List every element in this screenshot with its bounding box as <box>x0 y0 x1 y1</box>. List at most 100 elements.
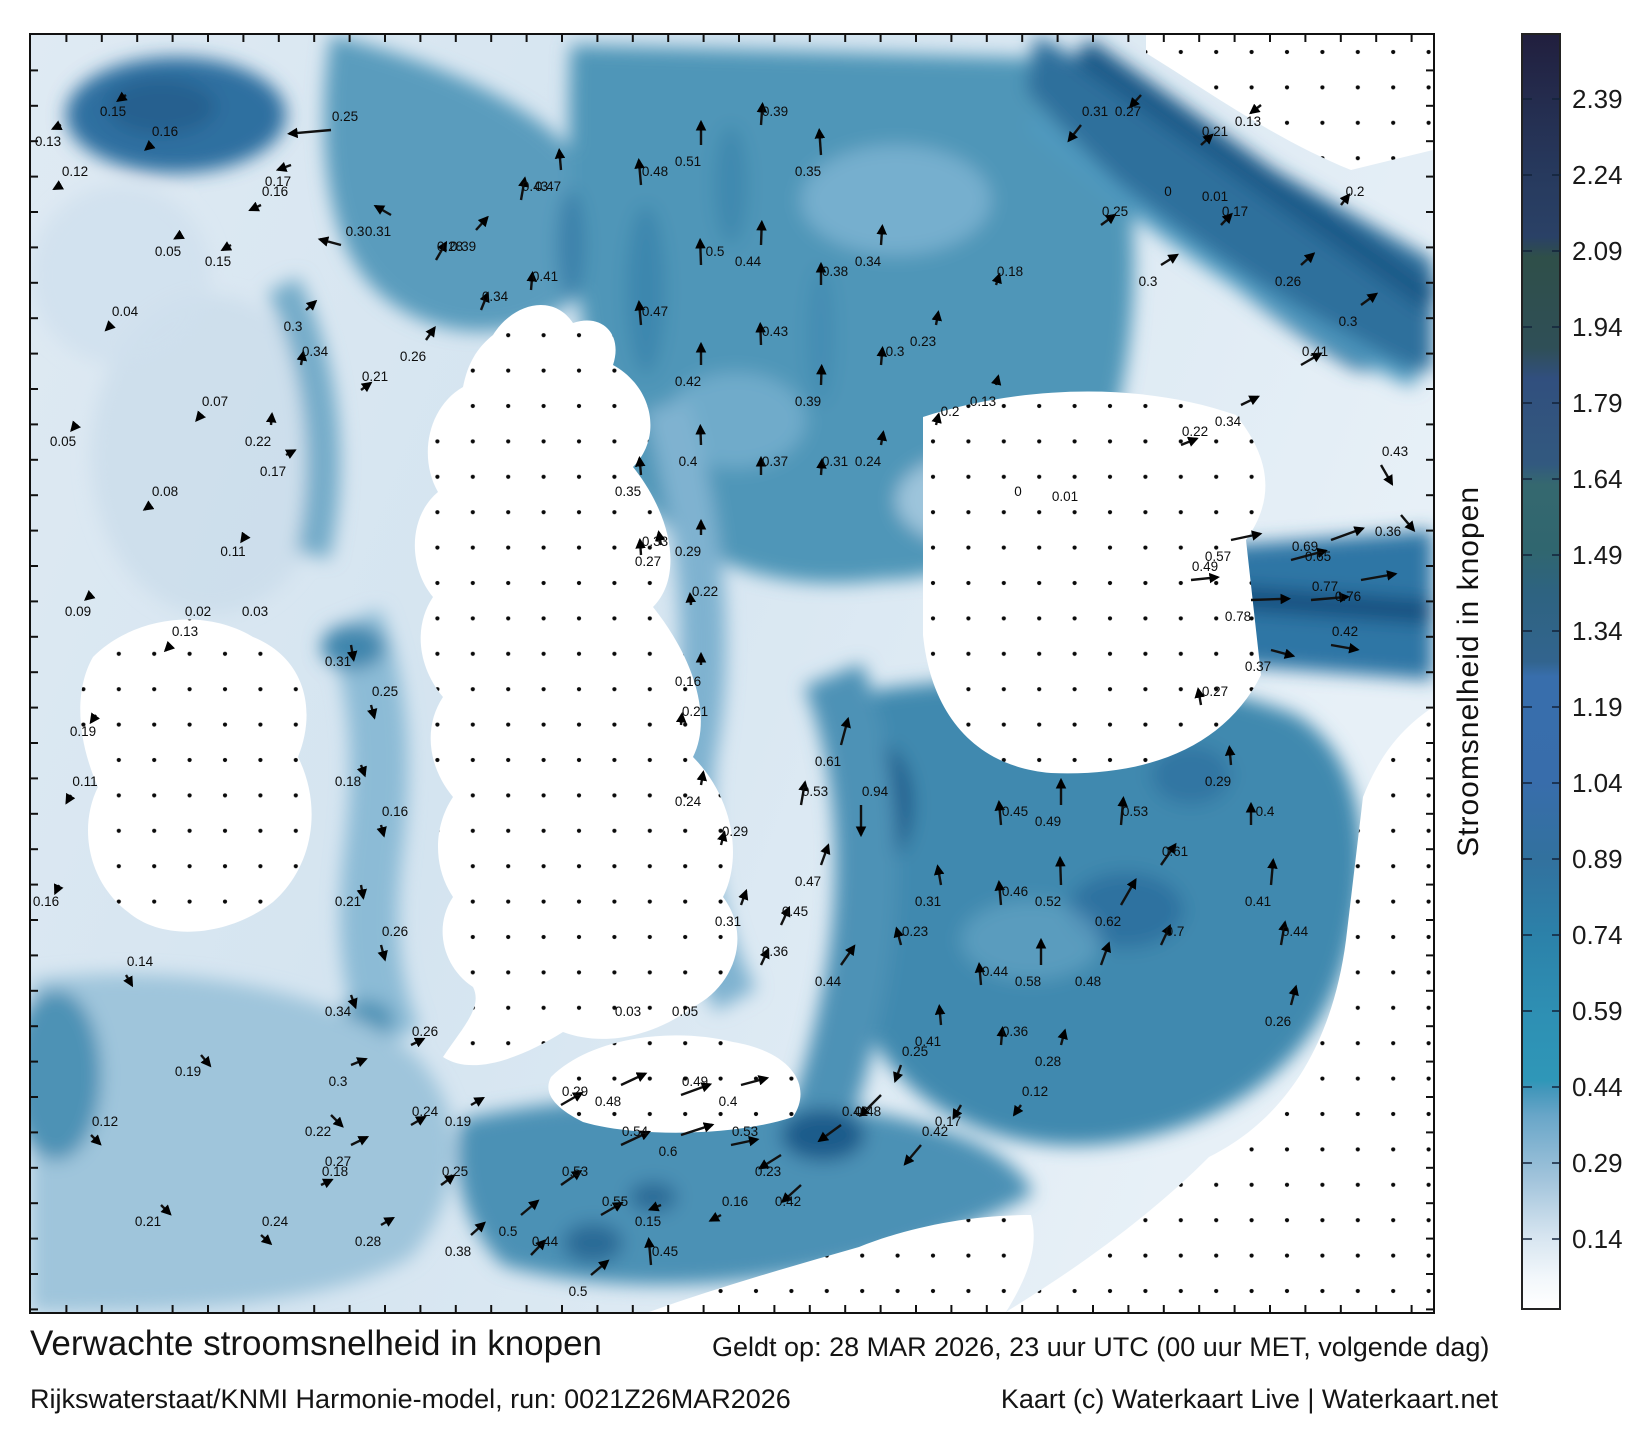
current-speed-value: 0.36 <box>762 944 788 959</box>
current-arrow <box>350 1057 368 1068</box>
current-arrow <box>816 457 827 476</box>
current-speed-value: 0.31 <box>365 224 391 239</box>
current-arrow <box>893 1064 904 1083</box>
current-speed-value: 0.29 <box>1205 774 1231 789</box>
current-speed-value: 0.42 <box>775 1194 801 1209</box>
current-speed-value: 0.55 <box>602 1194 628 1209</box>
current-arrow <box>991 272 1002 286</box>
current-arrow <box>479 291 490 311</box>
current-arrow <box>1128 94 1142 109</box>
current-speed-value: 0.05 <box>50 434 76 449</box>
current-arrow <box>675 711 687 726</box>
current-arrow <box>816 363 827 386</box>
current-arrow <box>1055 855 1066 886</box>
current-arrow <box>934 1003 946 1026</box>
current-arrow <box>1160 842 1177 866</box>
colorbar-tick-label: 1.34 <box>1572 615 1623 646</box>
current-arrow <box>695 237 706 266</box>
current-arrow <box>876 430 887 446</box>
current-arrow <box>520 1199 540 1216</box>
current-arrow <box>931 412 942 426</box>
current-arrow <box>104 320 116 332</box>
current-speed-value: 0.28 <box>1035 1054 1061 1069</box>
current-arrow <box>1230 530 1263 542</box>
current-arrow <box>560 1170 583 1186</box>
current-arrow <box>380 1216 395 1227</box>
current-speed-value: 0.3 <box>284 319 303 334</box>
current-speed-value: 0.3 <box>329 1074 348 1089</box>
current-arrow <box>1100 213 1117 226</box>
current-arrow <box>798 780 809 806</box>
current-speed-value: 0.39 <box>450 239 476 254</box>
current-speed-value: 0.27 <box>1202 684 1228 699</box>
current-speed-value: 0.7 <box>1166 924 1185 939</box>
current-speed-value: 0.3 <box>886 344 905 359</box>
current-speed-value: 0.37 <box>1245 659 1271 674</box>
current-speed-value: 0.77 <box>1312 579 1338 594</box>
current-speed-value: 0.05 <box>155 244 181 259</box>
current-speed-value: 0.41 <box>532 269 558 284</box>
land-calm-layer <box>80 35 1433 1312</box>
colorbar-tick-mark <box>1552 401 1561 404</box>
colorbar-tick-mark <box>1523 705 1532 708</box>
current-arrow <box>360 381 373 393</box>
current-speed-value: 0.3 <box>1139 274 1158 289</box>
colorbar-tick-mark <box>1523 1162 1532 1165</box>
current-speed-value: 0.48 <box>1075 974 1101 989</box>
current-speed-value: 0.44 <box>1282 924 1309 939</box>
current-speed-value: 0.42 <box>922 1124 948 1139</box>
colorbar-tick-label: 1.04 <box>1572 767 1623 798</box>
current-arrow <box>635 537 646 556</box>
current-speed-value: 0.34 <box>302 344 329 359</box>
current-speed-value: 0.37 <box>762 454 788 469</box>
current-speed-value: 0.27 <box>635 554 661 569</box>
land-great-britain <box>414 305 738 1066</box>
current-speed-value: 0.5 <box>706 244 725 259</box>
current-arrow <box>730 1135 760 1147</box>
colorbar-tick-mark <box>1523 477 1532 480</box>
current-speed-value: 0.17 <box>935 1114 961 1129</box>
current-arrows-layer: 0.130.120.150.160.050.040.050.080.090.07… <box>33 91 1416 1299</box>
current-arrow <box>173 229 185 240</box>
current-arrow <box>931 310 942 326</box>
colorbar-tick-label: 0.29 <box>1572 1148 1623 1179</box>
current-arrow <box>1339 193 1351 206</box>
current-speed-value: 0.45 <box>782 904 808 919</box>
current-speed-value: 0.12 <box>62 164 88 179</box>
current-speed-value: 0.14 <box>127 954 154 969</box>
current-arrow <box>991 374 1002 386</box>
current-arrow <box>1330 526 1365 542</box>
current-speed-value: 0.13 <box>35 134 61 149</box>
calm-central-north-sea <box>923 391 1266 774</box>
colorbar-tick-mark <box>1552 705 1561 708</box>
colorbar-tick-mark <box>1552 781 1561 784</box>
current-speed-value: 0.13 <box>172 624 198 639</box>
current-speed-value: 0.48 <box>595 1094 621 1109</box>
colorbar-tick-mark <box>1552 249 1561 252</box>
current-speed-value: 0.54 <box>622 1124 649 1139</box>
colorbar-tick-mark <box>1523 553 1532 556</box>
colorbar-tick-mark <box>1523 1238 1532 1241</box>
map-canvas: 0.130.120.150.160.050.040.050.080.090.07… <box>31 35 1433 1312</box>
colorbar-tick-mark <box>1552 857 1561 860</box>
current-arrow <box>755 321 766 346</box>
current-speed-value: 0.31 <box>325 654 351 669</box>
current-arrow <box>933 864 945 886</box>
current-speed-value: 0.5 <box>499 1224 518 1239</box>
current-arrow <box>1099 941 1111 966</box>
current-speed-value: 0.94 <box>862 784 889 799</box>
valid-time-label: Geldt op: 28 MAR 2026, 23 uur UTC (00 uu… <box>712 1332 1490 1362</box>
colorbar-tick-label: 1.49 <box>1572 539 1623 570</box>
current-speed-value: 0.35 <box>795 164 821 179</box>
current-arrow <box>142 500 155 511</box>
current-arrow <box>347 994 358 1010</box>
current-arrow <box>350 1136 370 1147</box>
current-arrow <box>284 449 297 459</box>
current-speed-value: 0.43 <box>522 179 548 194</box>
current-arrow <box>1278 920 1289 946</box>
current-arrow <box>220 241 233 252</box>
current-arrow <box>634 455 646 476</box>
current-speed-value: 0.17 <box>265 174 291 189</box>
current-arrow <box>994 799 1005 826</box>
current-arrow <box>620 1072 648 1087</box>
